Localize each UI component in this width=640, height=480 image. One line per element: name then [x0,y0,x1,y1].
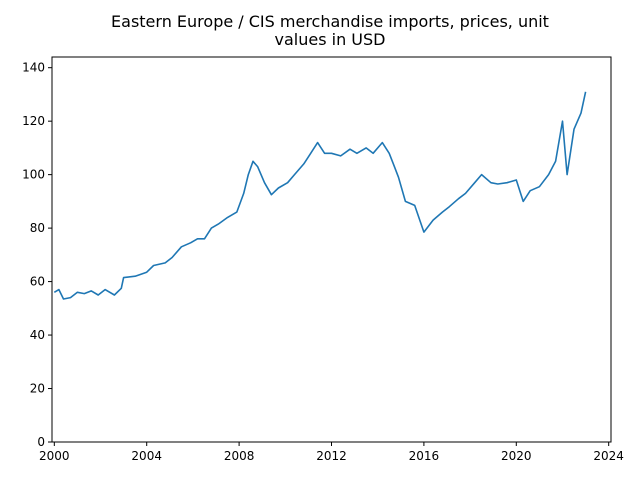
y-tick-label: 0 [37,435,45,449]
chart-title-line-2: values in USD [275,30,386,49]
y-tick-label: 140 [22,61,45,75]
x-tick-label: 2016 [409,449,440,463]
plot-frame [51,56,612,443]
y-tick-label: 40 [30,328,45,342]
y-tick-label: 100 [22,168,45,182]
x-tick-label: 2020 [501,449,532,463]
x-axis: 2000 2004 2008 2012 2016 2020 2024 [39,442,624,463]
y-tick-label: 20 [30,382,45,396]
x-tick-label: 2012 [316,449,347,463]
x-tick-label: 2000 [39,449,70,463]
chart-title-line-1: Eastern Europe / CIS merchandise imports… [111,12,549,31]
y-axis: 0 20 40 60 80 100 120 140 [22,61,52,449]
series-line [53,91,587,300]
y-tick-label: 80 [30,221,45,235]
y-tick-label: 60 [30,275,45,289]
y-tick-label: 120 [22,114,45,128]
x-tick-label: 2024 [593,449,624,463]
x-tick-label: 2004 [131,449,162,463]
x-tick-label: 2008 [224,449,255,463]
